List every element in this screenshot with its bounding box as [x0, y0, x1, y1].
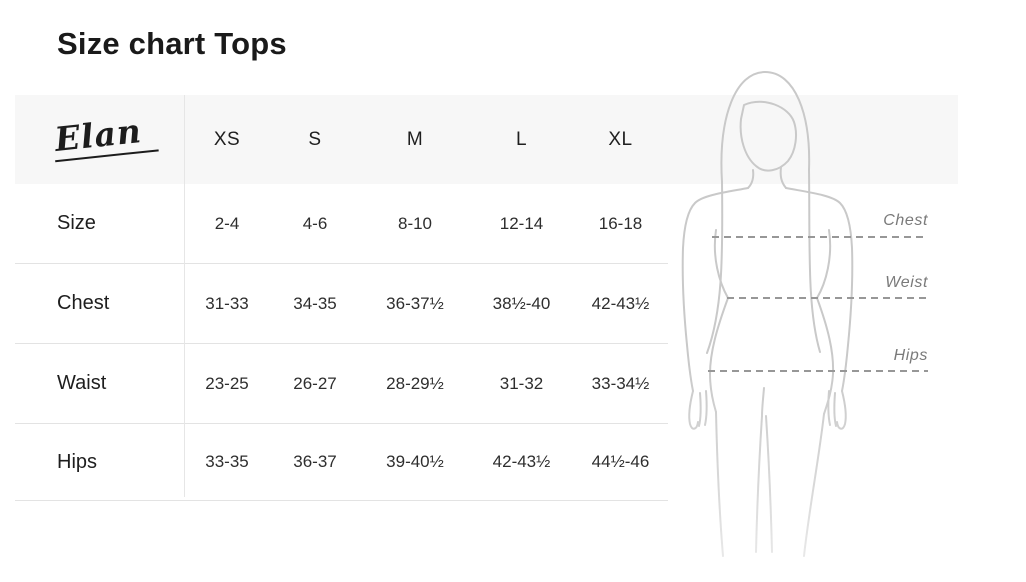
cell-hips-xl: 44½-46 [591, 452, 650, 471]
column-header-s: S [308, 128, 322, 150]
cell-size-xl: 16-18 [598, 213, 643, 233]
arms-outline [681, 187, 854, 430]
table-row-hips: Hips 33-35 36-37 39-40½ 42-43½ 44½-46 [15, 424, 668, 501]
table-row-waist: Waist 23-25 26-27 28-29½ 31-32 33-34½ [15, 344, 668, 424]
column-header-xl: XL [608, 128, 633, 150]
cell-waist-xs: 23-25 [205, 373, 249, 393]
waist-measure-line [727, 297, 928, 299]
torso-outline [709, 229, 835, 415]
cell-size-xs: 2-4 [214, 213, 240, 233]
cell-hips-m: 39-40½ [386, 452, 444, 471]
cell-waist-s: 26-27 [293, 373, 337, 393]
cell-waist-xl: 33-34½ [591, 373, 650, 393]
brand-logo-cell: Elan [15, 111, 184, 163]
cell-size-l: 12-14 [499, 213, 544, 233]
cell-chest-xs: 31-33 [205, 293, 249, 313]
column-header-xs: XS [213, 128, 241, 150]
cell-size-s: 4-6 [302, 213, 328, 233]
table-header-row: Elan XS S M L XL [15, 95, 668, 184]
table-header-band [15, 95, 958, 184]
face-outline [739, 100, 797, 172]
cell-chest-l: 38½-40 [492, 293, 551, 313]
cell-chest-s: 34-35 [293, 293, 337, 313]
cell-chest-xl: 42-43½ [591, 293, 650, 313]
cell-hips-s: 36-37 [293, 452, 337, 471]
waist-measure-label: Weist [885, 274, 928, 291]
hips-measure-label: Hips [893, 347, 928, 364]
column-header-l: L [515, 128, 528, 150]
cell-waist-l: 31-32 [499, 373, 544, 393]
chest-measure-line [712, 236, 928, 238]
row-label-hips: Hips [57, 450, 98, 473]
column-header-m: M [406, 128, 424, 150]
cell-waist-m: 28-29½ [386, 373, 444, 393]
table-row-chest: Chest 31-33 34-35 36-37½ 38½-40 42-43½ [15, 264, 668, 344]
legs-outline [715, 387, 825, 557]
cell-hips-xs: 33-35 [205, 452, 249, 471]
hips-measure-line [708, 370, 928, 372]
row-label-waist: Waist [57, 372, 107, 394]
size-table: Elan XS S M L XL Size 2-4 4-6 8-10 12-14… [15, 95, 668, 501]
chest-measure-label: Chest [883, 212, 928, 229]
page-title: Size chart Tops [57, 26, 287, 61]
row-label-size: Size [57, 212, 96, 234]
brand-logo: Elan [53, 111, 159, 163]
cell-chest-m: 36-37½ [386, 293, 444, 313]
neck-outline [747, 166, 787, 189]
row-label-chest: Chest [57, 292, 110, 314]
table-vertical-divider [184, 95, 185, 497]
woman-silhouette-illustration [681, 71, 854, 557]
cell-hips-l: 42-43½ [492, 452, 551, 471]
table-row-size: Size 2-4 4-6 8-10 12-14 16-18 [15, 184, 668, 264]
cell-size-m: 8-10 [397, 213, 433, 233]
